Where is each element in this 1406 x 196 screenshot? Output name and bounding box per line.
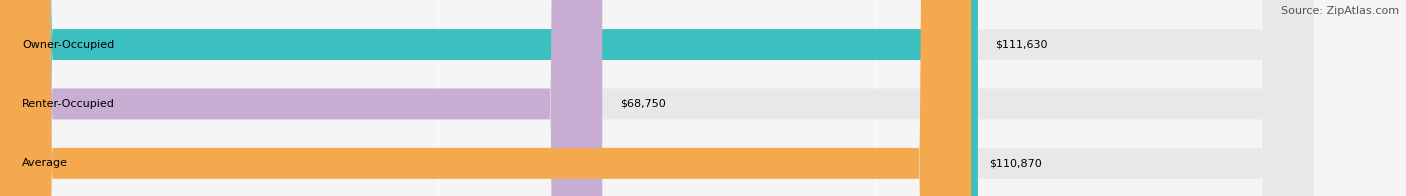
FancyBboxPatch shape — [0, 0, 1315, 196]
Text: $68,750: $68,750 — [620, 99, 665, 109]
FancyBboxPatch shape — [0, 0, 1315, 196]
FancyBboxPatch shape — [0, 0, 1315, 196]
FancyBboxPatch shape — [0, 0, 972, 196]
Text: Renter-Occupied: Renter-Occupied — [22, 99, 115, 109]
Text: $111,630: $111,630 — [995, 40, 1047, 50]
FancyBboxPatch shape — [0, 0, 979, 196]
FancyBboxPatch shape — [0, 0, 602, 196]
Text: $110,870: $110,870 — [988, 158, 1042, 168]
Text: Average: Average — [22, 158, 67, 168]
Text: Source: ZipAtlas.com: Source: ZipAtlas.com — [1281, 6, 1399, 16]
Text: Owner-Occupied: Owner-Occupied — [22, 40, 114, 50]
